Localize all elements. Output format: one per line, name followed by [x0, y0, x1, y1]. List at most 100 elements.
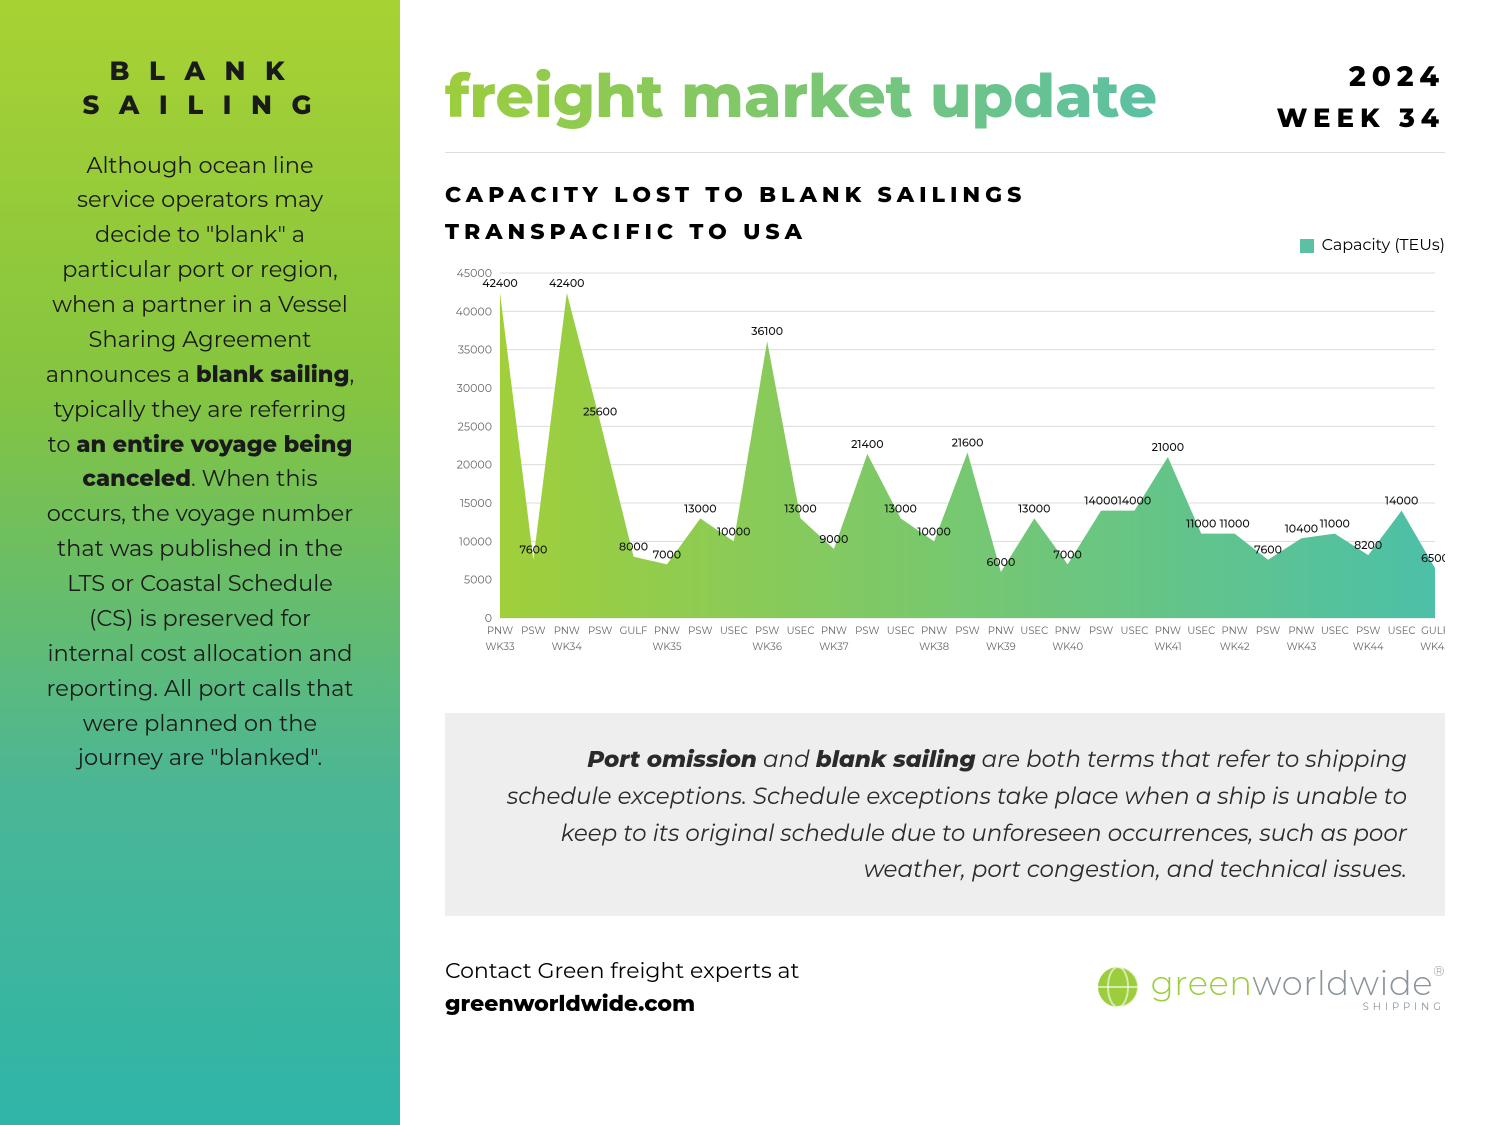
- svg-text:42400: 42400: [482, 276, 518, 290]
- svg-text:PSW: PSW: [1256, 624, 1280, 637]
- svg-text:WK39: WK39: [986, 640, 1016, 653]
- svg-text:USEC: USEC: [1321, 624, 1349, 637]
- logo-brand1: green: [1151, 962, 1253, 1004]
- svg-text:9000: 9000: [820, 532, 849, 546]
- globe-icon: [1095, 964, 1141, 1010]
- svg-text:PSW: PSW: [588, 624, 612, 637]
- svg-text:PNW: PNW: [554, 624, 580, 637]
- svg-text:USEC: USEC: [787, 624, 815, 637]
- bottom-row: Contact Green freight experts at greenwo…: [445, 954, 1445, 1020]
- contact: Contact Green freight experts at greenwo…: [445, 954, 799, 1020]
- svg-text:PNW: PNW: [921, 624, 947, 637]
- svg-text:13000: 13000: [1018, 501, 1050, 515]
- svg-text:5000: 5000: [464, 573, 492, 587]
- svg-text:PSW: PSW: [1089, 624, 1113, 637]
- main: freight market update 2024 WEEK 34 CAPAC…: [400, 0, 1500, 1125]
- week-label: WEEK 34: [1277, 102, 1445, 134]
- svg-text:USEC: USEC: [1020, 624, 1048, 637]
- year-label: 2024: [1277, 60, 1445, 94]
- svg-text:8200: 8200: [1354, 538, 1382, 552]
- info-bold2: blank sailing: [816, 745, 976, 773]
- svg-text:PSW: PSW: [855, 624, 879, 637]
- year-week: 2024 WEEK 34: [1277, 60, 1445, 134]
- svg-text:WK38: WK38: [919, 640, 949, 653]
- capacity-chart: 0500010000150002000025000300003500040000…: [445, 263, 1445, 673]
- svg-text:WK40: WK40: [1052, 640, 1083, 653]
- svg-text:WK35: WK35: [652, 640, 682, 653]
- sidebar-title: B L A N K S A I L I N G: [45, 55, 355, 123]
- chart-titles: CAPACITY LOST TO BLANK SAILINGS TRANSPAC…: [445, 181, 1445, 255]
- sidebar-body-post: . When this occurs, the voyage number th…: [46, 464, 353, 771]
- svg-text:GULF: GULF: [620, 624, 648, 637]
- svg-text:14000: 14000: [1118, 494, 1151, 508]
- svg-text:7000: 7000: [653, 547, 681, 561]
- sidebar-body: Although ocean line service operators ma…: [45, 148, 355, 776]
- svg-text:10400: 10400: [1285, 521, 1318, 535]
- page: B L A N K S A I L I N G Although ocean l…: [0, 0, 1500, 1125]
- svg-text:PNW: PNW: [654, 624, 680, 637]
- svg-text:10000: 10000: [459, 534, 492, 548]
- svg-text:PNW: PNW: [487, 624, 513, 637]
- svg-text:USEC: USEC: [1388, 624, 1416, 637]
- svg-text:WK43: WK43: [1287, 640, 1317, 653]
- svg-text:11000: 11000: [1320, 517, 1350, 531]
- svg-text:USEC: USEC: [720, 624, 748, 637]
- svg-text:WK37: WK37: [819, 640, 849, 653]
- svg-text:42400: 42400: [549, 276, 585, 290]
- svg-text:21400: 21400: [851, 437, 883, 451]
- info-bold1: Port omission: [587, 745, 757, 773]
- svg-text:WK34: WK34: [552, 640, 583, 653]
- svg-text:PSW: PSW: [521, 624, 545, 637]
- svg-text:PNW: PNW: [1288, 624, 1314, 637]
- contact-line1: Contact Green freight experts at: [445, 954, 799, 987]
- svg-text:36100: 36100: [751, 324, 783, 338]
- svg-text:8000: 8000: [619, 540, 648, 554]
- svg-text:WK44: WK44: [1353, 640, 1384, 653]
- svg-text:14000: 14000: [1084, 494, 1117, 508]
- logo-text: greenworldwide®: [1151, 962, 1445, 1004]
- info-box: Port omission and blank sailing are both…: [445, 713, 1445, 916]
- sidebar-title-line1: B L A N K: [45, 55, 355, 89]
- info-mid1: and: [757, 745, 816, 773]
- svg-text:14000: 14000: [1385, 494, 1418, 508]
- svg-text:USEC: USEC: [1121, 624, 1149, 637]
- svg-text:10000: 10000: [717, 524, 750, 538]
- sidebar-title-line2: S A I L I N G: [45, 89, 355, 123]
- logo-brand2: worldwide: [1252, 962, 1433, 1004]
- svg-text:PNW: PNW: [821, 624, 847, 637]
- legend-swatch: [1300, 239, 1314, 253]
- svg-text:USEC: USEC: [887, 624, 915, 637]
- svg-text:21600: 21600: [952, 435, 984, 449]
- svg-text:PSW: PSW: [755, 624, 779, 637]
- chart-title-2: TRANSPACIFIC TO USA: [445, 218, 807, 245]
- legend-label: Capacity (TEUs): [1322, 236, 1445, 255]
- sidebar-body-pre: Although ocean line service operators ma…: [46, 151, 348, 388]
- svg-text:10000: 10000: [917, 524, 950, 538]
- svg-text:WK33: WK33: [485, 640, 515, 653]
- sidebar: B L A N K S A I L I N G Although ocean l…: [0, 0, 400, 1125]
- svg-text:USEC: USEC: [1187, 624, 1215, 637]
- svg-text:40000: 40000: [456, 304, 492, 318]
- svg-text:PNW: PNW: [988, 624, 1014, 637]
- svg-text:0: 0: [485, 611, 492, 625]
- svg-text:11000: 11000: [1186, 517, 1216, 531]
- svg-text:WK42: WK42: [1220, 640, 1250, 653]
- chart-svg: 0500010000150002000025000300003500040000…: [445, 263, 1445, 673]
- svg-text:11000: 11000: [1220, 517, 1250, 531]
- svg-text:35000: 35000: [458, 343, 492, 357]
- svg-text:PNW: PNW: [1155, 624, 1181, 637]
- svg-text:25000: 25000: [458, 419, 492, 433]
- svg-text:7600: 7600: [519, 543, 547, 557]
- svg-text:6000: 6000: [986, 555, 1015, 569]
- svg-text:7000: 7000: [1053, 547, 1081, 561]
- svg-text:PSW: PSW: [955, 624, 979, 637]
- contact-url[interactable]: greenworldwide.com: [445, 987, 799, 1020]
- svg-text:PSW: PSW: [1356, 624, 1380, 637]
- svg-text:PSW: PSW: [688, 624, 712, 637]
- svg-text:6500: 6500: [1421, 551, 1445, 565]
- header: freight market update 2024 WEEK 34: [445, 60, 1445, 153]
- chart-title-1: CAPACITY LOST TO BLANK SAILINGS: [445, 181, 1445, 208]
- svg-text:15000: 15000: [460, 496, 492, 510]
- svg-text:7600: 7600: [1254, 543, 1282, 557]
- svg-text:13000: 13000: [784, 501, 816, 515]
